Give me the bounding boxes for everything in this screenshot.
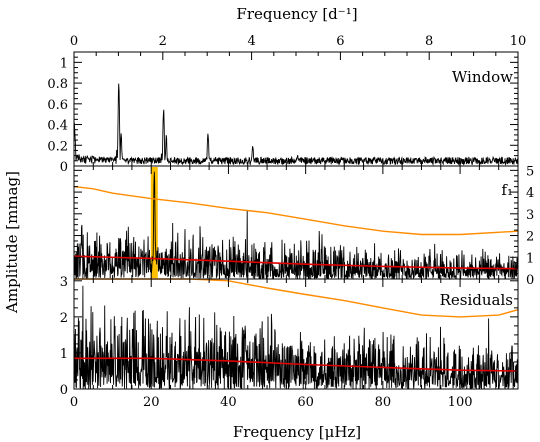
y-tick-label: 4 [526, 186, 534, 201]
bottom-x-tick-label: 100 [448, 395, 473, 410]
panel-label-f1: f₁ [501, 181, 513, 199]
y-tick-label: 1 [60, 347, 68, 362]
noise-level-line [73, 255, 519, 270]
spectrum-line [73, 171, 519, 280]
top-x-tick-label: 4 [247, 34, 255, 49]
panel-label-residuals: Residuals [440, 291, 513, 309]
y-tick-label: 0 [60, 160, 68, 175]
top-x-tick-label: 0 [70, 34, 78, 49]
y-tick-label: 0 [526, 273, 534, 288]
y-tick-label: 3 [60, 275, 68, 290]
bottom-x-tick-label: 0 [70, 395, 78, 410]
y-tick-label: 0 [60, 383, 68, 398]
y-tick-label: 3 [526, 208, 534, 223]
spectrum-line [73, 83, 519, 167]
signal-highlight-band [150, 167, 158, 278]
top-x-tick-label: 8 [425, 34, 433, 49]
y-tick-label: 0.8 [47, 77, 68, 92]
bottom-x-tick-label: 20 [143, 395, 160, 410]
y-tick-label: 1 [526, 251, 534, 266]
top-x-tick-label: 2 [159, 34, 167, 49]
panel-label-window: Window [452, 68, 513, 86]
significance-threshold-line [73, 185, 519, 236]
panel-frame [73, 278, 519, 390]
y-tick-label: 0.6 [47, 98, 68, 113]
y-tick-label: 2 [526, 230, 534, 245]
y-tick-label: 5 [526, 164, 534, 179]
noise-level-line [74, 357, 519, 372]
bottom-x-tick-label: 80 [375, 395, 392, 410]
spectrum-line [73, 285, 519, 390]
y-tick-label: 0.4 [47, 119, 68, 134]
bottom-axis-title: Frequency [μHz] [233, 423, 361, 441]
y-tick-label: 1 [60, 56, 68, 71]
top-x-tick-label: 6 [336, 34, 344, 49]
top-x-tick-label: 10 [510, 34, 527, 49]
y-tick-label: 0.2 [47, 139, 68, 154]
bottom-x-tick-label: 60 [297, 395, 314, 410]
y-tick-label: 2 [60, 311, 68, 326]
bottom-x-tick-label: 40 [220, 395, 237, 410]
left-axis-title: Amplitude [mmag] [3, 171, 21, 314]
top-axis-title: Frequency [d⁻¹] [236, 5, 357, 23]
